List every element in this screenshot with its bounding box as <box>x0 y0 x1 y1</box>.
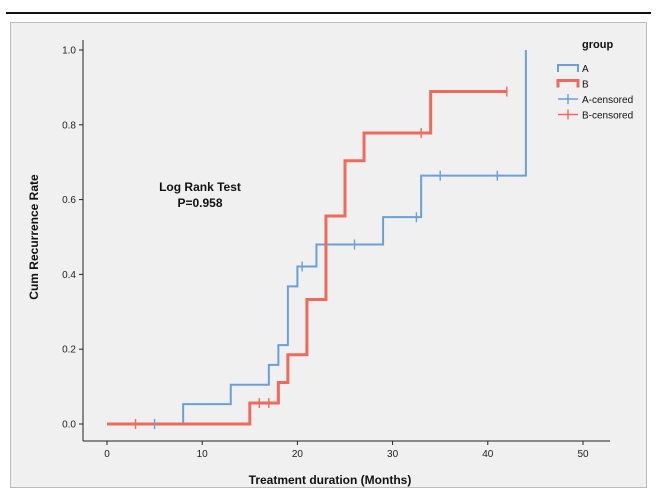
axes: 0 10 20 30 40 50 0.0 0.2 0.4 0.6 0.8 1.0 <box>62 40 610 460</box>
x-tick-label: 40 <box>482 449 494 460</box>
series-b-line <box>107 90 507 426</box>
top-rule <box>6 12 651 14</box>
legend-label: A <box>582 64 589 75</box>
legend: group AB A-censored B-censored <box>556 39 633 122</box>
annotation-test-name: Log Rank Test <box>159 180 241 194</box>
y-tick-label: 0.2 <box>62 345 76 356</box>
legend-item-a: A <box>557 64 589 75</box>
x-tick-label: 50 <box>577 449 589 460</box>
y-tick-label: 0.4 <box>62 270 76 281</box>
legend-label: B <box>582 80 589 91</box>
legend-item-b: B <box>556 79 589 91</box>
legend-swatch-b <box>556 79 580 88</box>
series-layer <box>107 50 527 426</box>
legend-item-b-censored: B-censored <box>558 109 633 122</box>
x-tick-label: 10 <box>197 449 209 460</box>
y-axis-label: Cum Recurrence Rate <box>27 174 41 300</box>
annotation-p-value: P=0.958 <box>177 196 222 210</box>
censor-layer <box>134 86 508 429</box>
chart-frame <box>10 22 647 488</box>
y-tick-label: 0.0 <box>62 420 76 431</box>
series-a-line <box>107 50 527 425</box>
legend-label: A-censored <box>582 95 633 106</box>
x-tick-label: 0 <box>104 449 110 460</box>
legend-swatch-a <box>557 64 579 72</box>
x-axis-label: Treatment duration (Months) <box>249 473 412 487</box>
y-tick-label: 0.8 <box>62 120 76 131</box>
legend-title: group <box>582 39 613 51</box>
y-tick-label: 1.0 <box>62 46 76 57</box>
y-tick-label: 0.6 <box>62 195 76 206</box>
legend-label: B-censored <box>582 111 633 122</box>
x-tick-label: 30 <box>387 449 399 460</box>
x-tick-label: 20 <box>292 449 304 460</box>
legend-item-a-censored: A-censored <box>558 94 633 106</box>
